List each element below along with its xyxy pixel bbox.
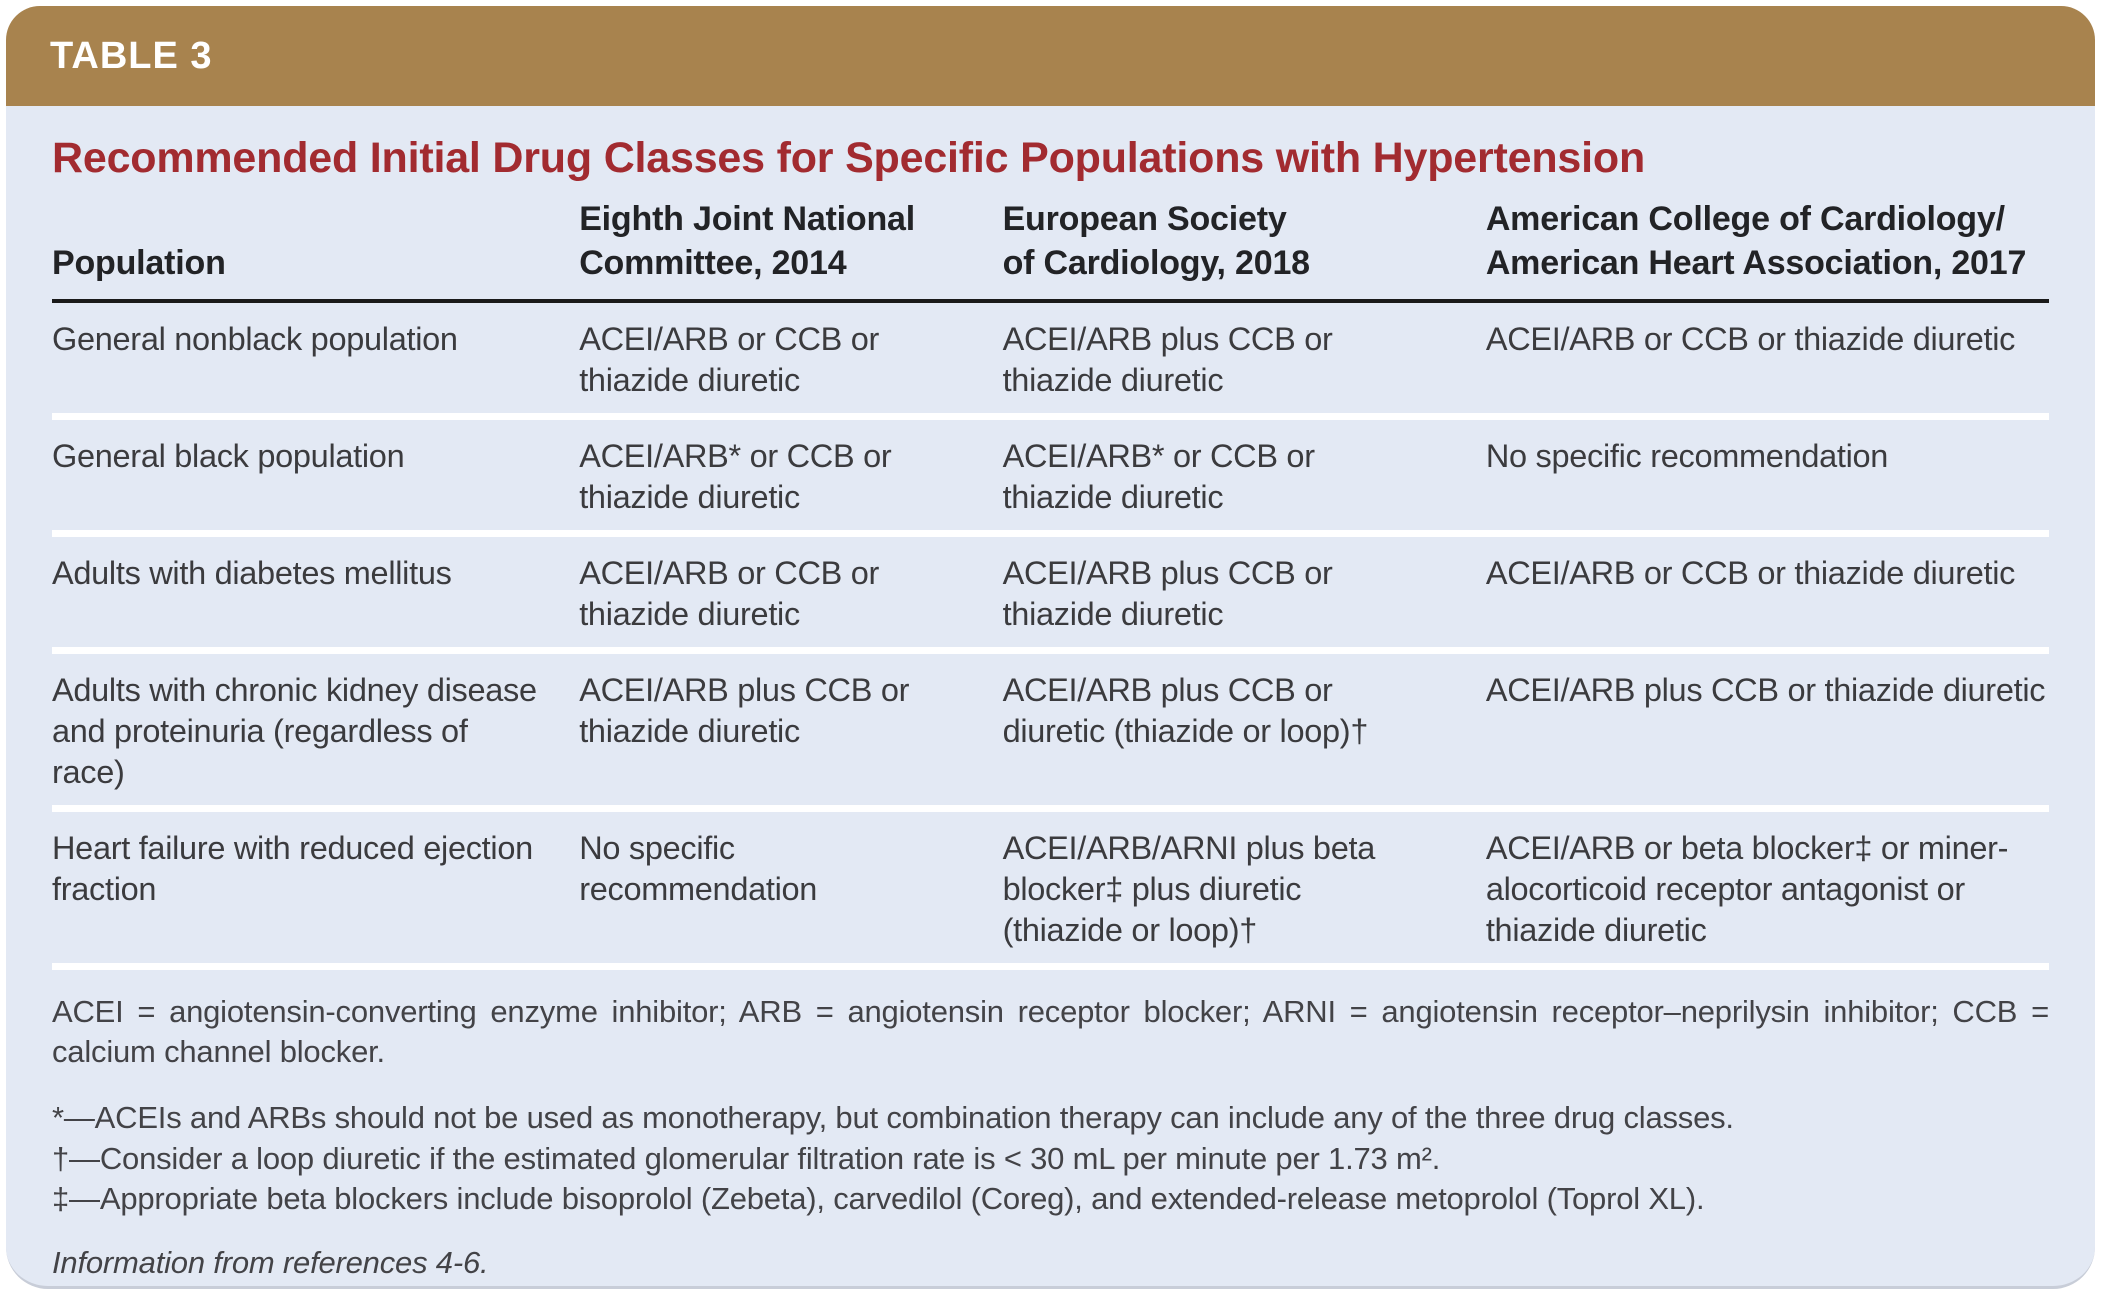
drug-classes-table: Population Eighth Joint National Committ… <box>52 197 2049 970</box>
footnote-asterisk: *—ACEIs and ARBs should not be used as m… <box>52 1100 1734 1136</box>
table-row: Adults with diabetes mellitus ACEI/ARB o… <box>52 533 2049 654</box>
footnote-dagger: †—Consider a loop diuretic if the estima… <box>52 1140 1441 1176</box>
table-body-panel: Recommended Initial Drug Classes for Spe… <box>6 106 2095 1289</box>
cell-acc-aha: ACEI/ARB or CCB or thiazide diuretic <box>1485 533 2049 654</box>
cell-esc: ACEI/ARB* or CCB or thiazide diuretic <box>1002 416 1486 538</box>
table-row: Heart failure with reduced ejection frac… <box>52 808 2049 970</box>
cell-population: General black population <box>52 416 580 538</box>
cell-jnc8: ACEI/ARB plus CCB or thiazide diuretic <box>579 650 1003 812</box>
table-tag: TABLE 3 <box>50 34 213 77</box>
column-header-jnc8: Eighth Joint National Committee, 2014 <box>579 197 1003 304</box>
cell-esc: ACEI/ARB/ARNI plus beta blocker‡ plus di… <box>1002 808 1486 970</box>
cell-population: Adults with chronic kidney disease and p… <box>52 650 580 812</box>
cell-population: General nonblack population <box>52 301 580 421</box>
table-panel: TABLE 3 Recommended Initial Drug Classes… <box>6 6 2095 1289</box>
table-row: Adults with chronic kidney disease and p… <box>52 650 2049 812</box>
column-header-acc-aha: American College of Cardiology/ American… <box>1485 197 2049 304</box>
cell-population: Heart failure with reduced ejection frac… <box>52 808 580 970</box>
table-row: General black population ACEI/ARB* or CC… <box>52 416 2049 538</box>
footnote-symbol-block: *—ACEIs and ARBs should not be used as m… <box>52 1098 2049 1219</box>
cell-jnc8: ACEI/ARB or CCB or thiazide diuretic <box>579 533 1003 654</box>
header-row: Population Eighth Joint National Committ… <box>52 197 2049 304</box>
cell-jnc8: ACEI/ARB or CCB or thiazide diuretic <box>579 301 1003 421</box>
column-header-esc: European Society of Cardiology, 2018 <box>1002 197 1486 304</box>
column-header-population: Population <box>52 197 580 304</box>
cell-esc: ACEI/ARB plus CCB or diuretic (thiazide … <box>1002 650 1486 812</box>
cell-esc: ACEI/ARB plus CCB or thiazide diuretic <box>1002 301 1486 421</box>
cell-jnc8: No specific recommendation <box>579 808 1003 970</box>
footnote-abbreviations: ACEI = angiotensin-converting enzyme inh… <box>52 993 2049 1069</box>
cell-acc-aha: No specific recommendation <box>1485 416 2049 538</box>
table-title: Recommended Initial Drug Classes for Spe… <box>52 134 1646 182</box>
cell-acc-aha: ACEI/ARB or beta blocker‡ or miner­aloco… <box>1485 808 2049 970</box>
table-tag-bar: TABLE 3 <box>6 6 2095 106</box>
cell-acc-aha: ACEI/ARB or CCB or thiazide diuretic <box>1485 301 2049 421</box>
cell-jnc8: ACEI/ARB* or CCB or thiazide diuretic <box>579 416 1003 538</box>
source-note: Information from references 4-6. <box>52 1245 489 1281</box>
cell-acc-aha: ACEI/ARB plus CCB or thiazide diuretic <box>1485 650 2049 812</box>
cell-population: Adults with diabetes mellitus <box>52 533 580 654</box>
table-row: General nonblack population ACEI/ARB or … <box>52 301 2049 421</box>
cell-esc: ACEI/ARB plus CCB or thiazide diuretic <box>1002 533 1486 654</box>
footnote-double-dagger: ‡—Appropriate beta blockers include biso… <box>52 1180 1705 1216</box>
